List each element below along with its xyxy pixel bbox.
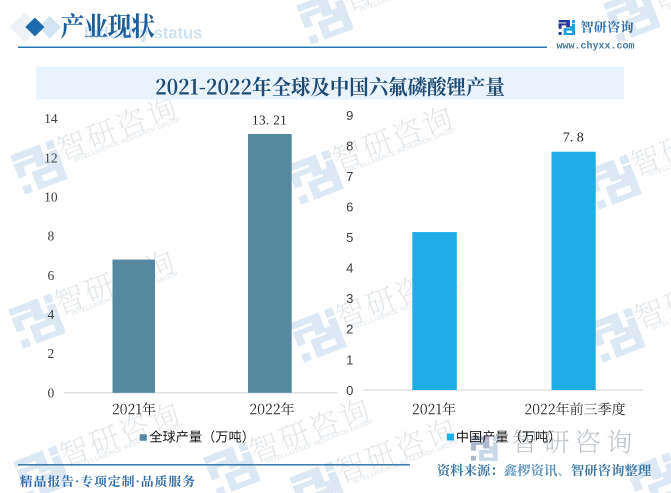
svg-text:12: 12: [44, 150, 58, 165]
svg-text:www.chyxx.com: www.chyxx.com: [557, 41, 635, 53]
svg-text:2: 2: [346, 322, 353, 337]
svg-text:4: 4: [48, 307, 55, 322]
svg-text:0: 0: [48, 385, 55, 400]
svg-text:10: 10: [44, 189, 58, 204]
svg-text:9: 9: [346, 108, 353, 123]
svg-text:7. 8: 7. 8: [563, 131, 584, 146]
svg-text:4: 4: [346, 261, 353, 276]
svg-text:6: 6: [346, 200, 353, 215]
svg-text:2: 2: [48, 346, 55, 361]
svg-text:8: 8: [48, 229, 55, 244]
svg-text:8: 8: [346, 138, 353, 153]
svg-text:0: 0: [346, 383, 353, 398]
svg-text:5: 5: [346, 230, 353, 245]
svg-text:1: 1: [346, 352, 353, 367]
svg-text:6: 6: [48, 268, 55, 283]
svg-text:7: 7: [346, 169, 353, 184]
svg-text:3: 3: [346, 291, 353, 306]
svg-text:14: 14: [44, 111, 58, 126]
svg-text:13. 21: 13. 21: [252, 112, 287, 127]
